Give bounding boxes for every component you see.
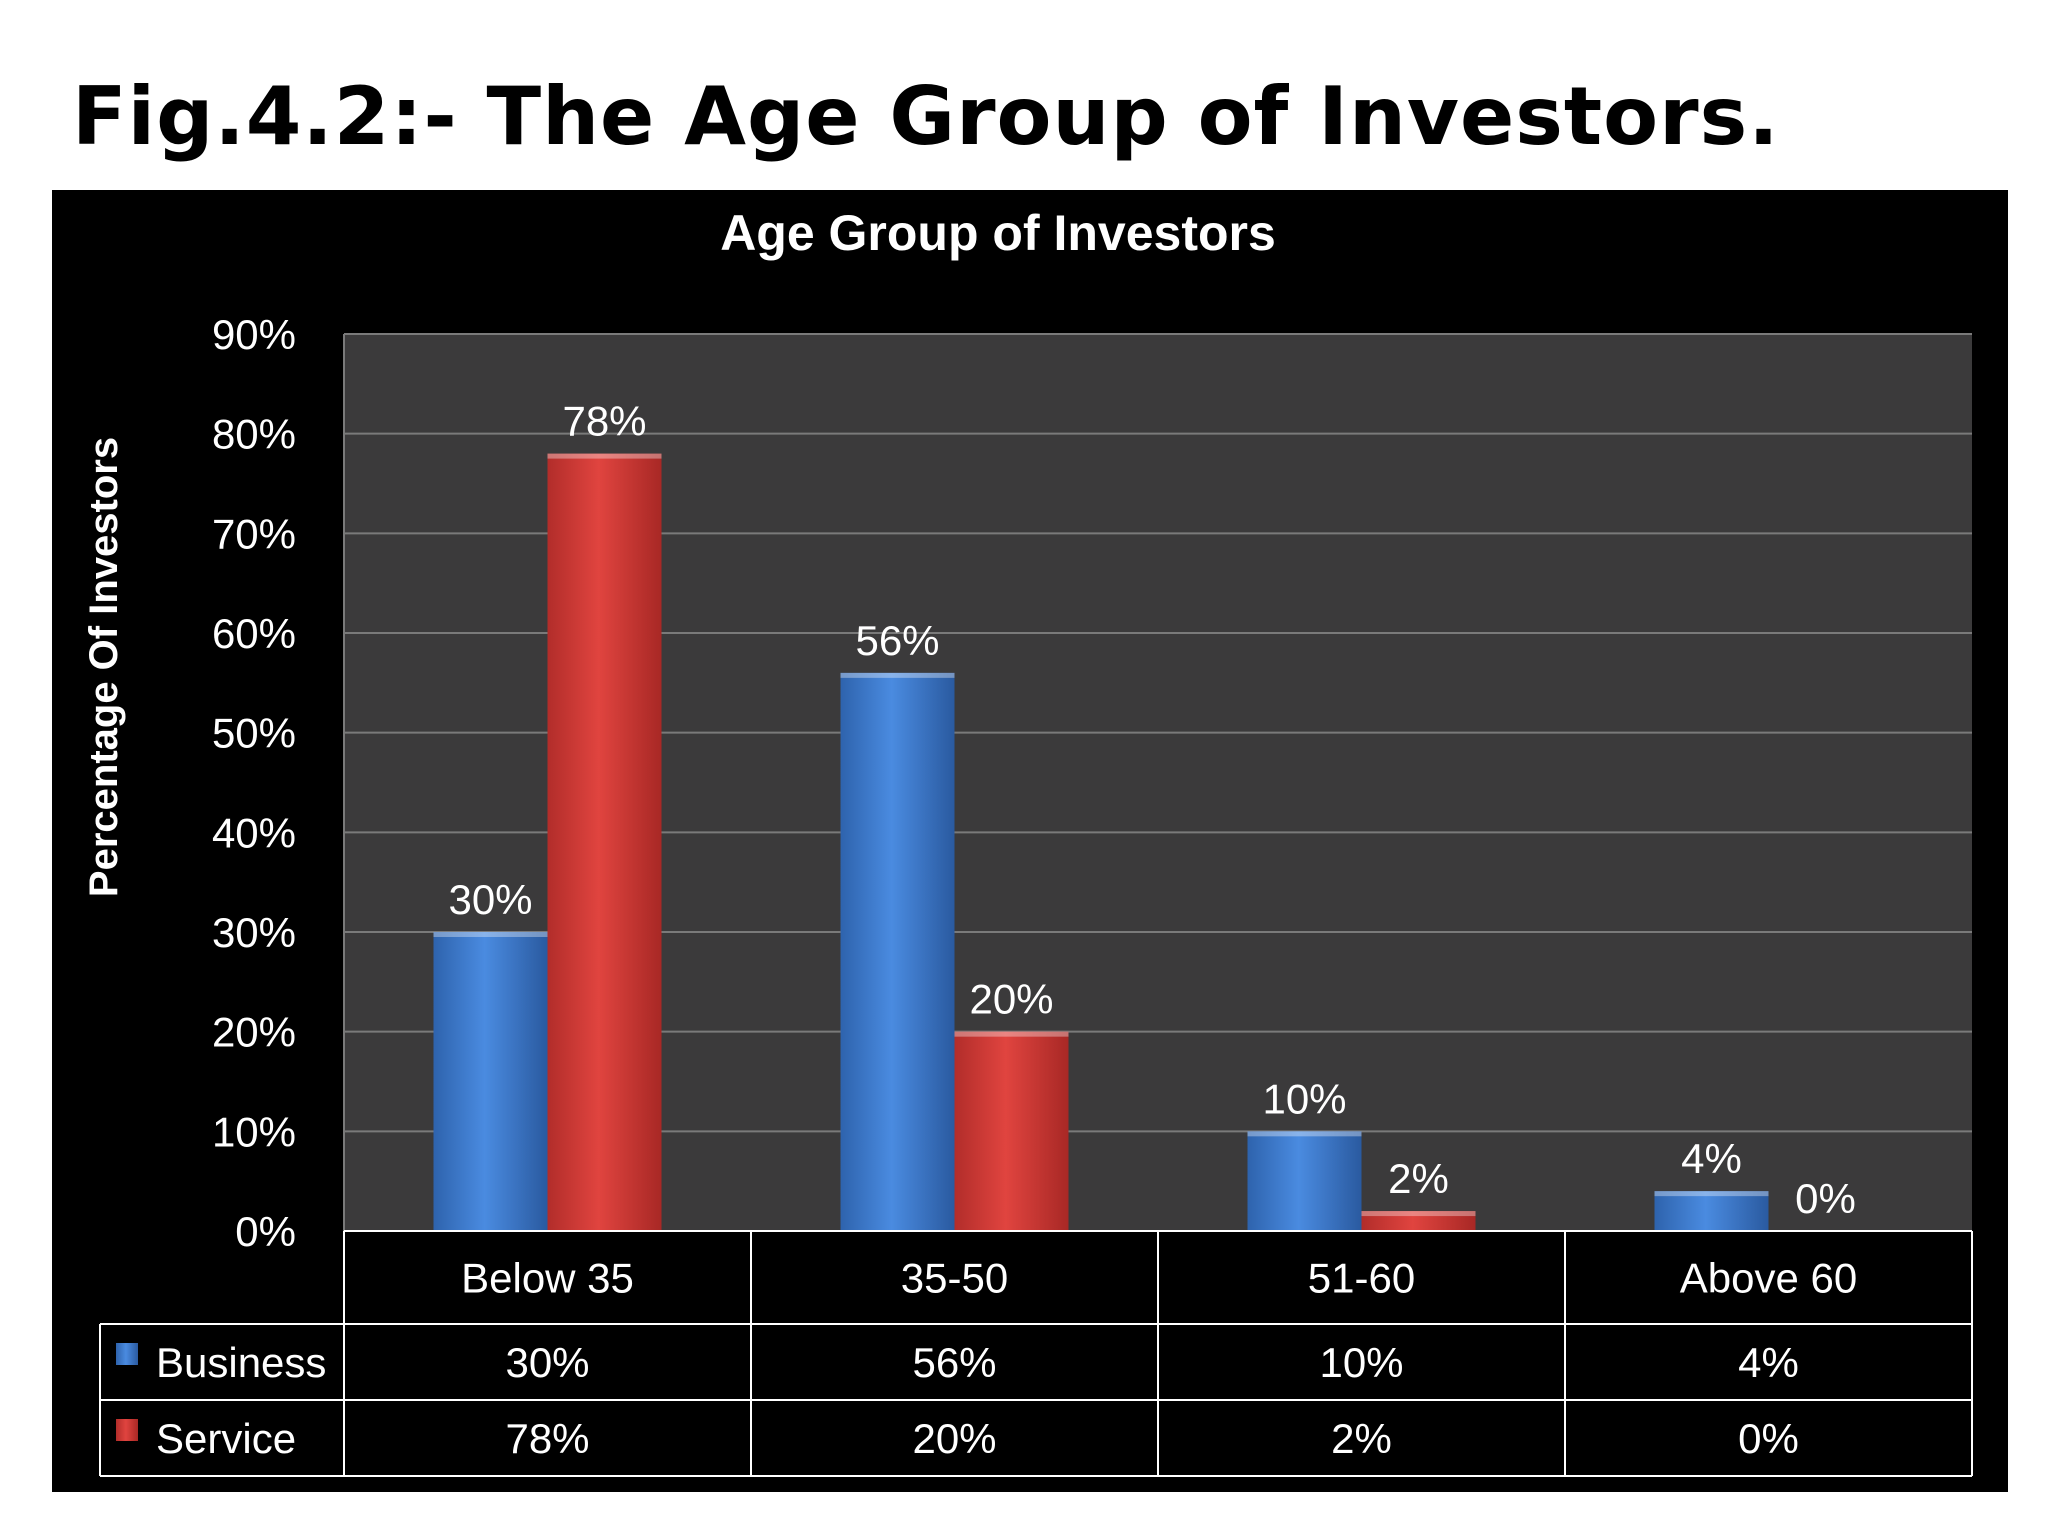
x-category-label: Below 35 (461, 1255, 634, 1302)
legend-swatch-service (116, 1419, 138, 1441)
table-cell: 56% (912, 1339, 996, 1386)
bar-highlight (433, 932, 548, 937)
legend-entry-business: Business (156, 1339, 326, 1386)
y-tick-label: 10% (212, 1108, 296, 1155)
data-label-business: 56% (855, 617, 939, 664)
y-tick-label: 30% (212, 909, 296, 956)
y-tick-label: 90% (212, 311, 296, 358)
legend-swatch-business (116, 1343, 138, 1365)
data-labels: 30% 78% 56% 20% 10% 2% 4% 0% (448, 398, 1855, 1222)
x-category-label: Above 60 (1680, 1255, 1857, 1302)
data-label-service: 20% (969, 976, 1053, 1023)
data-label-business: 10% (1262, 1075, 1346, 1122)
data-label-business: 30% (448, 876, 532, 923)
y-tick-label: 40% (212, 809, 296, 856)
data-table: Below 35 35-50 51-60 Above 60 Business 30% 56%… (99, 1230, 1973, 1477)
bar-highlight (1654, 1191, 1769, 1197)
bar-highlight (954, 1031, 1069, 1037)
bar-service (1361, 1211, 1476, 1231)
table-cell: 2% (1331, 1415, 1392, 1462)
y-tick-label: 20% (212, 1009, 296, 1056)
data-label-business: 4% (1681, 1135, 1742, 1182)
bar-business (1247, 1131, 1362, 1231)
bar-highlight (547, 453, 662, 459)
y-tick-label: 0% (235, 1208, 296, 1255)
table-cell: 20% (912, 1415, 996, 1462)
data-label-service: 0% (1795, 1175, 1856, 1222)
chart-title: Age Group of Investors (720, 205, 1276, 261)
bar-highlight (1247, 1131, 1362, 1137)
bar-service (547, 453, 662, 1232)
table-cell: 4% (1738, 1339, 1799, 1386)
x-category-label: 35-50 (901, 1255, 1008, 1302)
bar-business (840, 672, 955, 1231)
table-cell: 10% (1319, 1339, 1403, 1386)
bar-chart: 30% 78% 56% 20% 10% 2% 4% 0% 0% 10% 20% 30% 40% 50% 6… (82, 205, 1973, 1477)
y-tick-label: 80% (212, 411, 296, 458)
table-cell: 78% (505, 1415, 589, 1462)
data-label-service: 78% (562, 398, 646, 445)
table-cell: 30% (505, 1339, 589, 1386)
bar-business (433, 932, 548, 1231)
y-axis: 0% 10% 20% 30% 40% 50% 60% 70% 80% 90% (212, 311, 345, 1255)
chart-panel: 30% 78% 56% 20% 10% 2% 4% 0% 0% 10% 20% 30% 40% 50% 6… (52, 190, 2008, 1492)
table-cell: 0% (1738, 1415, 1799, 1462)
bars (433, 453, 1769, 1232)
y-tick-label: 60% (212, 610, 296, 657)
bar-highlight (1361, 1211, 1476, 1217)
y-tick-label: 50% (212, 710, 296, 757)
y-axis-title: Percentage Of Investors (82, 437, 126, 897)
x-category-label: 51-60 (1308, 1255, 1415, 1302)
data-label-service: 2% (1388, 1155, 1449, 1202)
legend-entry-service: Service (156, 1415, 296, 1462)
y-tick-label: 70% (212, 510, 296, 557)
figure-caption: Fig.4.2:- The Age Group of Investors. (72, 70, 1780, 163)
bar-highlight (840, 672, 955, 678)
bar-business (1654, 1191, 1769, 1231)
bar-service (954, 1031, 1069, 1231)
